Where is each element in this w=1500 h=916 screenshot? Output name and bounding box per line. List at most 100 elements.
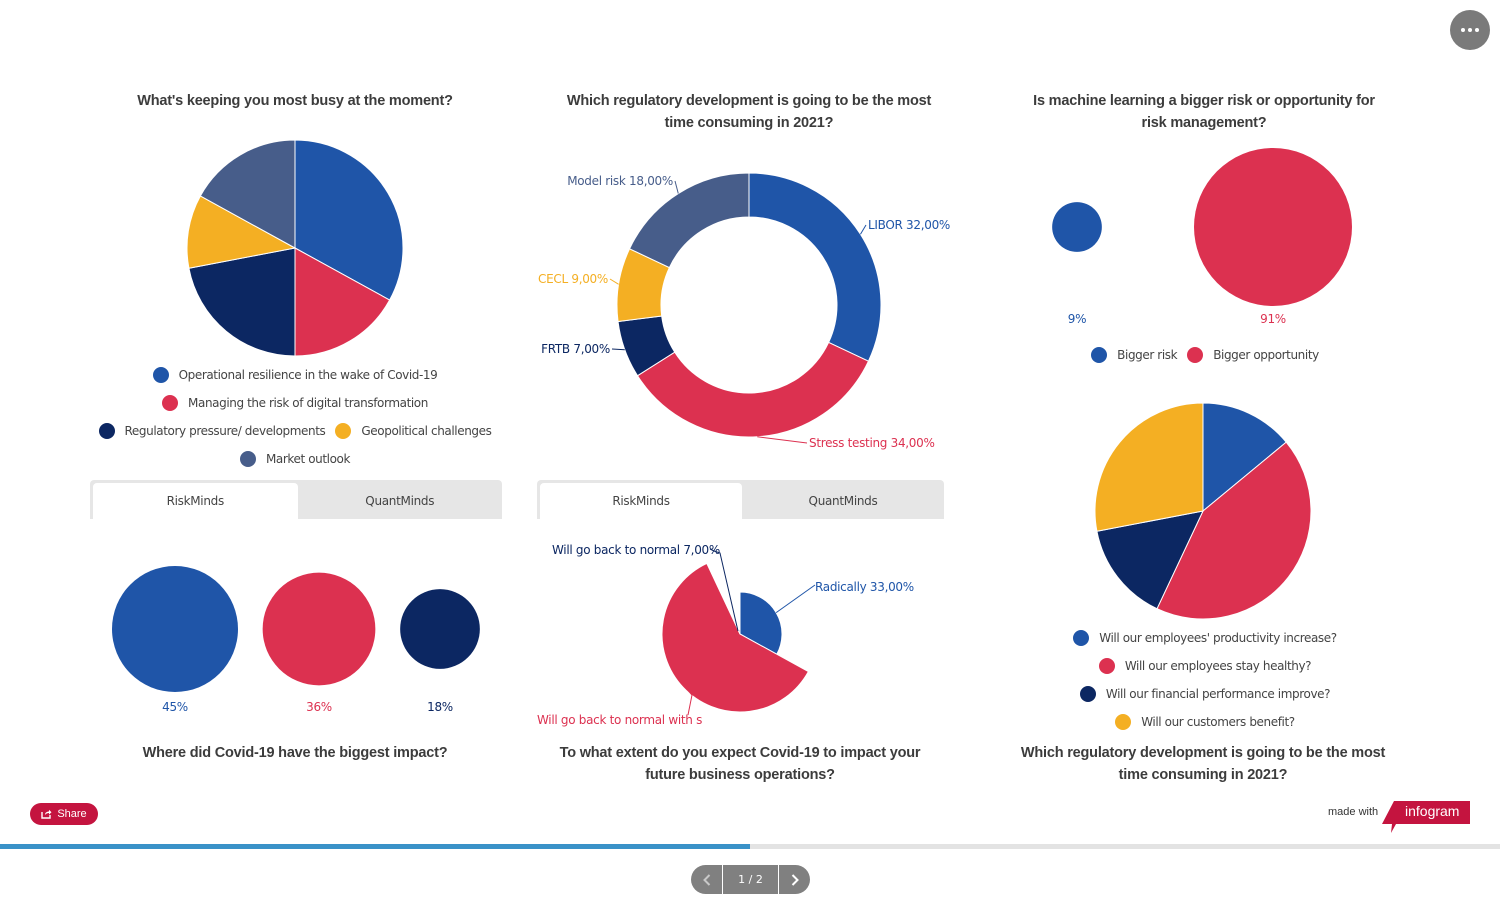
data-label-2: Will go back to normal 7,00% bbox=[552, 543, 720, 557]
pie-slice-2[interactable] bbox=[188, 247, 296, 357]
legend-label: Geopolitical challenges bbox=[361, 424, 492, 438]
data-label-0: Radically 33,00% bbox=[815, 580, 914, 594]
progress-bar bbox=[0, 844, 1500, 849]
chart-concerns bbox=[1094, 402, 1312, 620]
bubble-value-0: 45% bbox=[162, 700, 188, 714]
infogram-brand-text: infogram bbox=[1405, 803, 1460, 819]
pie-slice-3[interactable] bbox=[1094, 402, 1204, 532]
legend-dot bbox=[335, 423, 352, 439]
pie-slice-0[interactable] bbox=[294, 139, 404, 301]
legend-item[interactable]: Managing the risk of digital transformat… bbox=[162, 395, 428, 411]
chart-busy bbox=[186, 139, 404, 357]
legend-dot bbox=[162, 395, 179, 411]
legend-item[interactable]: Market outlook bbox=[239, 451, 351, 467]
legend-row: Bigger risk Bigger opportunity bbox=[1010, 341, 1400, 369]
legend-label: Market outlook bbox=[265, 452, 351, 466]
pie-slice-4[interactable] bbox=[628, 172, 750, 269]
legend-label: Bigger risk bbox=[1117, 348, 1178, 362]
pie-slice-4[interactable] bbox=[199, 139, 296, 249]
legend-row: Operational resilience in the wake of Co… bbox=[90, 361, 500, 389]
legend-item[interactable]: Will our customers benefit? bbox=[1115, 714, 1295, 730]
chart-title-regulatory: Which regulatory development is going to… bbox=[566, 93, 932, 131]
legend-ml: Bigger risk Bigger opportunity bbox=[1010, 341, 1400, 369]
tab-quantminds[interactable]: QuantMinds bbox=[365, 494, 435, 508]
legend-item[interactable]: Will our financial performance improve? bbox=[1079, 686, 1331, 702]
chart-covid-impact: 45% 36% 18% bbox=[112, 566, 480, 714]
legend-item[interactable]: Regulatory pressure/ developments bbox=[98, 423, 326, 439]
legend-item[interactable]: Geopolitical challenges bbox=[335, 423, 492, 439]
tabs-middle: RiskMinds QuantMinds bbox=[537, 480, 944, 519]
legend-item[interactable]: Operational resilience in the wake of Co… bbox=[152, 367, 438, 383]
pie-slice-0[interactable] bbox=[739, 591, 783, 655]
legend-dot bbox=[1115, 714, 1132, 730]
tab-riskminds[interactable]: RiskMinds bbox=[93, 483, 298, 519]
label-leader-line bbox=[674, 180, 679, 194]
chart-title-busy: What's keeping you most busy at the mome… bbox=[137, 93, 453, 109]
label-leader-line bbox=[709, 548, 739, 632]
label-leader-line bbox=[684, 686, 693, 716]
bubble-0[interactable] bbox=[1052, 202, 1102, 252]
bubble-value-1: 91% bbox=[1260, 312, 1286, 326]
legend-label: Managing the risk of digital transformat… bbox=[188, 396, 428, 410]
share-label: Share bbox=[57, 808, 87, 820]
legend-item[interactable]: Will our employees stay healthy? bbox=[1098, 658, 1312, 674]
bubble-1[interactable] bbox=[262, 572, 376, 686]
share-button[interactable]: Share bbox=[30, 803, 98, 825]
legend-label: Bigger opportunity bbox=[1213, 348, 1319, 362]
more-options-button[interactable] bbox=[1450, 10, 1490, 50]
legend-dot bbox=[98, 423, 115, 439]
label-leader-line bbox=[757, 436, 808, 444]
tab-quantminds[interactable]: QuantMinds bbox=[808, 494, 878, 508]
bubble-value-1: 36% bbox=[306, 700, 332, 714]
pie-slice-1[interactable] bbox=[636, 341, 870, 438]
legend-item[interactable]: Bigger risk bbox=[1091, 347, 1178, 363]
made-with-text: made with bbox=[1328, 806, 1379, 818]
legend-item[interactable]: Bigger opportunity bbox=[1187, 347, 1319, 363]
infogram-logo[interactable]: infogram bbox=[1382, 801, 1470, 833]
legend-dot bbox=[1187, 347, 1204, 363]
pie-slice-1[interactable] bbox=[1156, 441, 1312, 620]
progress-fill bbox=[0, 844, 750, 849]
legend-busy: Operational resilience in the wake of Co… bbox=[90, 361, 500, 473]
legend-dot bbox=[239, 451, 256, 467]
pie-slice-1[interactable] bbox=[294, 247, 391, 357]
legend-row: Managing the risk of digital transformat… bbox=[90, 389, 500, 417]
legend-row: Will our employees stay healthy? bbox=[1010, 652, 1400, 680]
chart-title-concerns: Which regulatory development is going to… bbox=[1020, 745, 1386, 783]
more-dot bbox=[1468, 28, 1472, 32]
infogram-logo-shape bbox=[1382, 801, 1470, 833]
pie-slice-1[interactable] bbox=[661, 562, 810, 713]
chart-title-covid-impact: Where did Covid-19 have the biggest impa… bbox=[142, 745, 448, 761]
label-leader-line bbox=[609, 278, 619, 285]
bubble-value-0: 9% bbox=[1068, 312, 1086, 326]
bubble-value-2: 18% bbox=[427, 700, 453, 714]
prev-page-button[interactable] bbox=[691, 865, 722, 894]
data-label-1: Will go back to normal with s bbox=[537, 713, 702, 727]
chevron-right-icon bbox=[791, 873, 799, 886]
label-leader-line bbox=[775, 584, 816, 614]
pager: 1 / 2 bbox=[691, 865, 810, 894]
data-label-0: LIBOR 32,00% bbox=[868, 218, 950, 232]
legend-item[interactable]: Will our employees' productivity increas… bbox=[1073, 630, 1337, 646]
pie-slice-0[interactable] bbox=[748, 172, 882, 362]
legend-dot bbox=[1073, 630, 1090, 646]
pie-slice-2[interactable] bbox=[1096, 510, 1204, 610]
pie-slice-3[interactable] bbox=[186, 195, 297, 269]
legend-label: Will our financial performance improve? bbox=[1105, 687, 1331, 701]
bubble-1[interactable] bbox=[1194, 148, 1352, 306]
more-dot bbox=[1461, 28, 1465, 32]
legend-dot bbox=[152, 367, 169, 383]
data-label-4: Model risk 18,00% bbox=[567, 174, 673, 188]
bubble-2[interactable] bbox=[400, 589, 480, 669]
page-indicator: 1 / 2 bbox=[723, 865, 778, 894]
legend-dot bbox=[1079, 686, 1096, 702]
bubble-0[interactable] bbox=[112, 566, 238, 692]
pie-slice-0[interactable] bbox=[1202, 402, 1287, 513]
legend-row: Will our customers benefit? bbox=[1010, 708, 1400, 736]
tab-riskminds[interactable]: RiskMinds bbox=[540, 483, 742, 519]
chart-future-ops: Radically 33,00% Will go back to normal w… bbox=[537, 543, 914, 727]
legend-label: Will our customers benefit? bbox=[1141, 715, 1295, 729]
data-label-1: Stress testing 34,00% bbox=[809, 436, 935, 450]
next-page-button[interactable] bbox=[779, 865, 810, 894]
legend-label: Operational resilience in the wake of Co… bbox=[178, 368, 438, 382]
